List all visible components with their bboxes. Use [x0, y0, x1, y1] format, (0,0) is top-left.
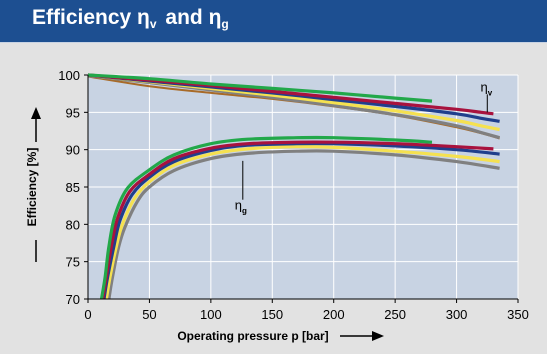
x-tick-label-50: 50	[142, 307, 156, 322]
annotation-subscript-v: v	[488, 88, 493, 97]
series-line-volumetric-5	[87, 73, 433, 103]
x-tick-label-300: 300	[446, 307, 468, 322]
annotation-subscript-g: g	[242, 206, 247, 215]
eta-v-symbol: η	[137, 6, 150, 29]
title-text-efficiency: Efficiency	[32, 6, 138, 29]
series-group	[87, 73, 501, 300]
eta-g-subscript: g	[221, 17, 229, 31]
x-tick-label-250: 250	[384, 307, 406, 322]
x-tick-label-100: 100	[200, 307, 222, 322]
y-axis-arrow-head	[31, 107, 41, 119]
eta-v-subscript: v	[149, 17, 157, 31]
series-line-overall-8	[102, 141, 500, 300]
x-tick-label-350: 350	[507, 307, 529, 322]
series-line-overall-6	[107, 149, 500, 300]
series-line-overall-9	[101, 140, 494, 300]
y-tick-label-95: 95	[66, 105, 80, 120]
eta-g-symbol: η	[208, 6, 222, 29]
x-axis-label: Operating pressure p [bar]	[177, 329, 328, 343]
title-text-and: and	[159, 6, 209, 29]
series-line-overall-10	[99, 135, 433, 300]
y-tick-label-80: 80	[66, 217, 80, 232]
title-bar: Efficiency ηv and ηg	[0, 0, 547, 43]
chart-title: Efficiency ηv and ηg	[32, 6, 232, 30]
y-tick-label-75: 75	[66, 255, 80, 270]
axes: 0 50 100 150 200 250 300 350 70 75 80 85 90 95 100	[58, 68, 529, 322]
series-line-overall-7	[104, 144, 500, 300]
axis-arrows	[31, 107, 384, 341]
y-tick-label-70: 70	[66, 292, 80, 307]
x-tick-label-200: 200	[323, 307, 345, 322]
y-tick-label-100: 100	[58, 68, 80, 83]
x-axis-arrow-head	[372, 331, 384, 341]
y-axis-label: Efficiency [%]	[25, 148, 39, 227]
y-tick-label-85: 85	[66, 180, 80, 195]
y-tick-label-90: 90	[66, 143, 80, 158]
x-tick-label-0: 0	[84, 307, 91, 322]
x-tick-label-150: 150	[261, 307, 283, 322]
